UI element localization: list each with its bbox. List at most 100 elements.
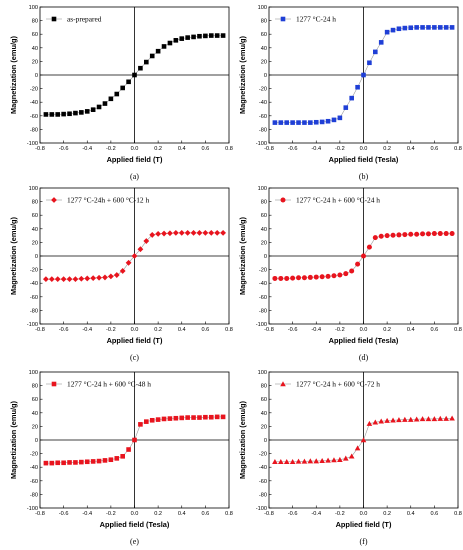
data-point: [155, 231, 162, 237]
data-point: [191, 34, 196, 40]
data-point: [425, 231, 431, 237]
data-point: [208, 229, 215, 236]
data-point: [155, 48, 161, 54]
data-point: [107, 273, 114, 280]
chart-panel-a: -0.8 -0.6 -0.4 -0.2 0.0 0.2 0.4 0.6 0.8 -100 -80 -6…: [9, 5, 233, 181]
data-point: [119, 268, 126, 274]
data-point: [120, 454, 125, 459]
x-tick-label: 0.6: [430, 327, 438, 333]
data-point: [354, 445, 361, 451]
data-point: [173, 415, 179, 421]
chart-panel-e: -0.8 -0.6 -0.4 -0.2 0.0 0.2 0.4 0.6 0.8 -100 -80 -6…: [9, 370, 233, 546]
data-point: [203, 414, 208, 420]
data-point: [220, 229, 226, 236]
data-point: [443, 25, 449, 30]
data-point: [161, 230, 167, 237]
data-point: [290, 275, 296, 281]
data-point: [214, 414, 220, 420]
data-point: [131, 253, 138, 259]
legend-marker: [51, 197, 57, 203]
data-point: [61, 460, 66, 466]
data-point: [278, 275, 284, 281]
y-tick-label: 60: [261, 397, 267, 403]
data-point: [390, 232, 396, 238]
y-tick-label: -20: [259, 452, 267, 458]
x-tick-label: 0.2: [383, 511, 391, 517]
y-tick-label: 80: [261, 19, 267, 25]
data-point: [79, 110, 84, 115]
data-point: [61, 111, 66, 117]
y-tick-label: 60: [32, 32, 38, 38]
data-point: [372, 419, 379, 425]
data-point: [331, 273, 337, 279]
data-point: [342, 455, 349, 461]
data-point: [102, 458, 108, 463]
data-point: [384, 417, 390, 423]
x-tick-label: 0.2: [154, 146, 162, 152]
data-point: [319, 274, 325, 280]
x-tick-label: 0.0: [360, 146, 368, 152]
panel-label: (f): [360, 537, 368, 546]
data-point: [313, 458, 320, 464]
data-point: [348, 453, 355, 459]
data-point: [161, 44, 167, 49]
data-point: [402, 416, 408, 422]
data-point: [84, 109, 90, 114]
x-tick-label: 0.8: [225, 146, 233, 152]
data-point: [43, 276, 49, 283]
x-tick-label: 0.6: [430, 146, 438, 152]
data-point: [337, 272, 343, 278]
x-tick-label: 0.6: [430, 511, 438, 517]
y-tick-label: -60: [259, 295, 267, 301]
x-tick-label: 0.4: [178, 327, 186, 333]
x-tick-label: 0.4: [407, 146, 415, 152]
data-point: [366, 420, 373, 426]
y-tick-label: -20: [30, 87, 38, 93]
x-tick-label: 0.8: [454, 146, 462, 152]
x-axis-title: Applied field (Tesla): [100, 520, 170, 529]
data-point: [407, 416, 414, 422]
data-point: [278, 458, 284, 464]
data-point: [437, 415, 444, 421]
data-point: [108, 457, 114, 463]
data-point: [138, 65, 143, 71]
x-tick-label: -0.4: [82, 511, 92, 517]
data-point: [396, 417, 402, 423]
data-point: [102, 101, 108, 106]
panel-label: (a): [130, 172, 139, 181]
y-tick-label: 100: [29, 5, 38, 11]
legend-label: 1277 °C-24 h + 600 °C-72 h: [296, 380, 380, 389]
data-point: [319, 457, 325, 463]
legend-label: 1277 °C-24 h: [296, 15, 336, 24]
data-point: [114, 91, 120, 97]
y-tick-label: 0: [264, 254, 267, 260]
data-point: [67, 111, 72, 117]
y-tick-label: 20: [261, 424, 267, 430]
x-tick-label: -0.8: [35, 146, 45, 152]
legend-label: 1277 °C-24 h + 600 °C-24 h: [296, 196, 380, 205]
data-point: [432, 25, 437, 30]
data-point: [172, 229, 179, 236]
data-point: [361, 72, 366, 78]
data-point: [414, 25, 419, 30]
x-tick-label: -0.8: [35, 327, 45, 333]
data-point: [343, 271, 349, 277]
data-point: [55, 112, 61, 117]
data-point: [102, 274, 108, 281]
data-point: [284, 120, 290, 125]
data-point: [167, 40, 173, 46]
panel-label: (c): [130, 353, 139, 362]
data-point: [378, 418, 385, 424]
data-point: [367, 60, 372, 66]
data-point: [431, 416, 438, 422]
data-point: [196, 229, 203, 236]
data-point: [190, 229, 197, 236]
data-point: [331, 457, 337, 463]
y-tick-label: 20: [261, 240, 267, 246]
data-point: [278, 120, 284, 125]
data-point: [90, 459, 96, 464]
x-tick-label: -0.4: [311, 146, 321, 152]
data-point: [307, 458, 314, 464]
chart-panel-b: -0.8 -0.6 -0.4 -0.2 0.0 0.2 0.4 0.6 0.8 -100 -80 -6…: [238, 5, 462, 181]
panel-label: (b): [359, 172, 369, 181]
